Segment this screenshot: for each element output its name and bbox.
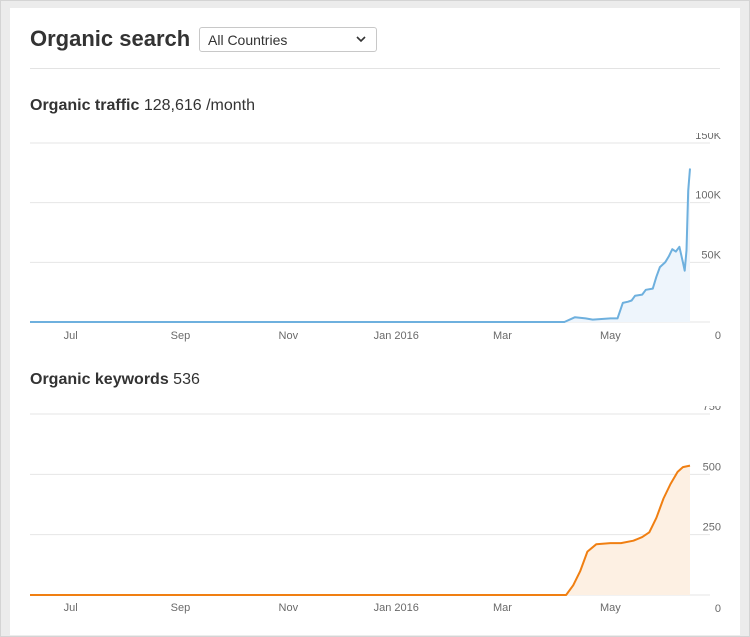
keywords-label: Organic keywords (30, 371, 169, 388)
traffic-x-tick-label: Jan 2016 (374, 330, 419, 342)
traffic-x-tick-label: Sep (171, 330, 191, 342)
traffic-value: 128,616 /month (143, 97, 256, 114)
traffic-y-tick-label: 150K (695, 133, 721, 142)
keywords-y-tick-label: 250 (703, 522, 721, 534)
traffic-x-tick-label: Nov (279, 330, 299, 342)
keywords-heading: Organic keywords 536 (30, 371, 200, 389)
keywords-y-tick-label: 750 (703, 406, 721, 413)
traffic-y-tick-label: 50K (701, 249, 721, 261)
traffic-area-fill (30, 168, 690, 322)
country-select[interactable]: All Countries (199, 27, 377, 52)
chevron-down-icon (356, 36, 366, 43)
traffic-x-tick-label: May (600, 330, 621, 342)
traffic-heading: Organic traffic 128,616 /month (30, 97, 255, 115)
keywords-x-tick-label: Sep (171, 602, 191, 614)
traffic-y-tick-label: 0 (715, 330, 721, 342)
traffic-x-tick-label: Mar (493, 330, 512, 342)
page-title: Organic search (30, 26, 191, 51)
keywords-series-line (30, 464, 691, 596)
keywords-value: 536 (173, 371, 200, 388)
keywords-chart: 0 250 500 750 Jul Sep Nov Jan 2016 Mar May (30, 406, 721, 615)
country-select-value: All Countries (208, 32, 288, 48)
keywords-x-tick-label: May (600, 602, 621, 614)
keywords-x-tick-label: Jul (64, 602, 78, 614)
keywords-y-tick-label: 500 (703, 461, 721, 473)
traffic-label: Organic traffic (30, 97, 140, 114)
keywords-x-tick-label: Nov (279, 602, 299, 614)
traffic-series-line (30, 168, 691, 323)
organic-search-card: Organic search All Countries Organic tra… (10, 8, 740, 635)
traffic-chart: 0 50K 100K 150K Jul Sep Nov Jan 2016 Mar May (30, 133, 722, 342)
keywords-x-tick-label: Mar (493, 602, 512, 614)
keywords-area-fill (30, 465, 690, 595)
keywords-x-tick-label: Jan 2016 (374, 602, 419, 614)
keywords-y-tick-label: 0 (715, 603, 721, 615)
header-divider (30, 68, 720, 69)
traffic-x-tick-label: Jul (64, 330, 78, 342)
traffic-y-tick-label: 100K (695, 190, 721, 202)
